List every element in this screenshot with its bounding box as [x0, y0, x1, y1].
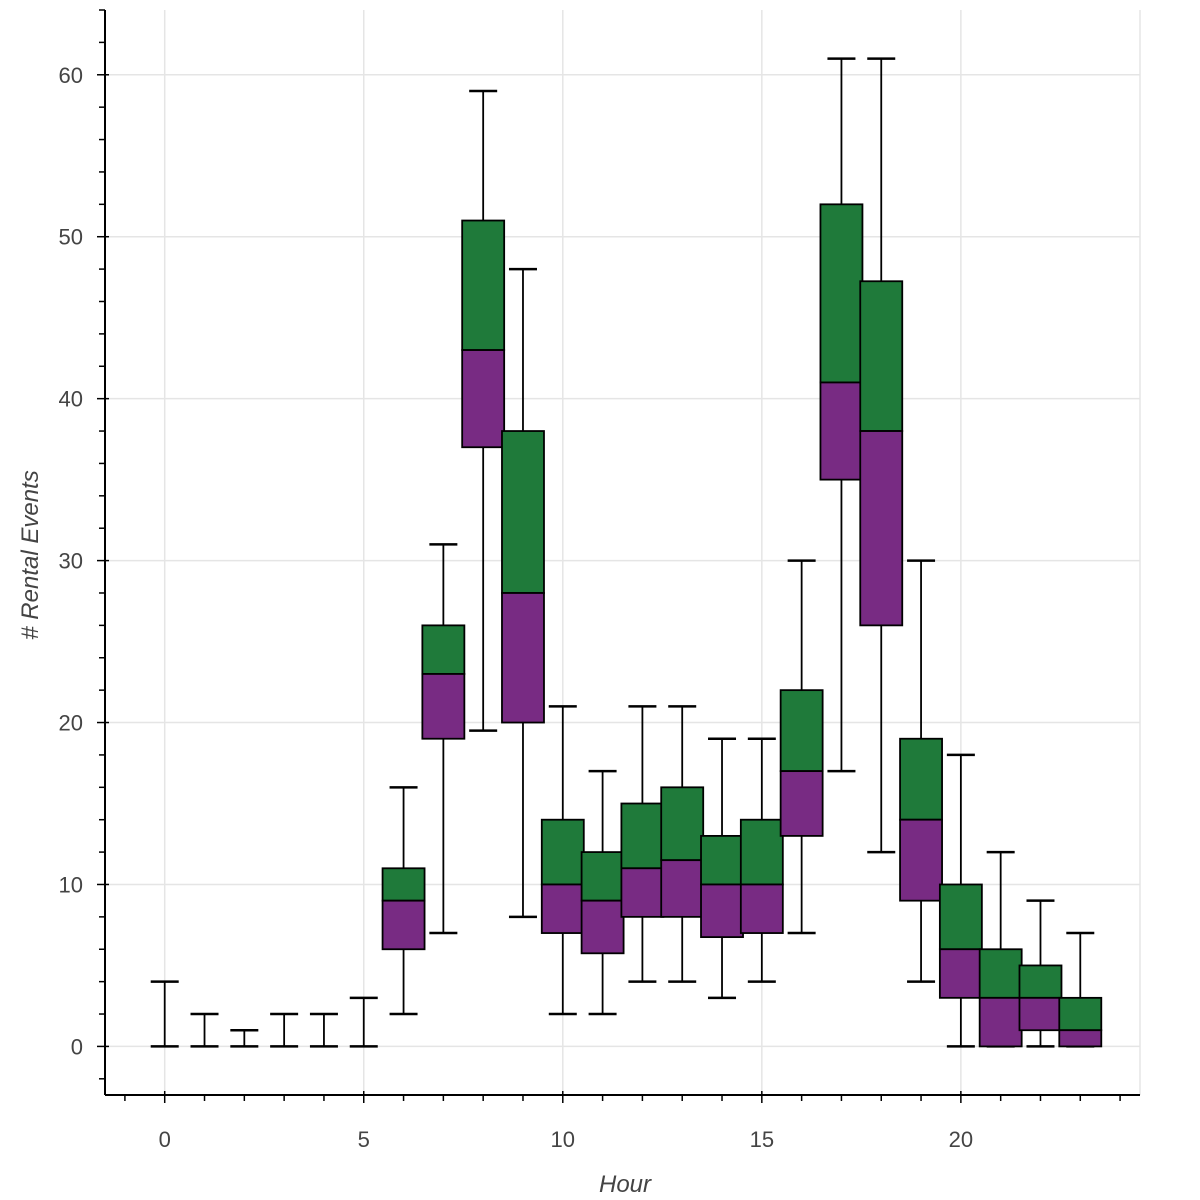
box-hour-8 — [461, 89, 506, 732]
lower-box — [938, 948, 983, 999]
upper-box — [779, 689, 824, 773]
box-hour-13 — [660, 705, 705, 983]
box-hour-3 — [270, 1012, 299, 1048]
box-hour-21 — [978, 850, 1023, 1048]
x-tick-label: 15 — [750, 1127, 774, 1152]
box-hour-14 — [700, 737, 744, 1000]
box-hour-11 — [580, 769, 625, 1016]
box-hour-6 — [381, 786, 426, 1016]
lower-box — [1018, 996, 1063, 1032]
upper-box — [1058, 996, 1103, 1032]
upper-box — [938, 883, 983, 951]
upper-box — [660, 786, 705, 862]
upper-box — [700, 834, 744, 886]
lower-box — [501, 592, 545, 724]
upper-box — [978, 948, 1023, 999]
upper-box — [620, 802, 665, 870]
box-hour-10 — [540, 705, 585, 1016]
lower-box — [779, 770, 824, 837]
x-tick-label: 5 — [358, 1127, 370, 1152]
upper-box — [421, 624, 466, 675]
y-tick-label: 50 — [59, 225, 83, 250]
lower-box — [978, 996, 1023, 1048]
lower-box — [461, 349, 506, 449]
box-hour-23 — [1058, 931, 1103, 1048]
lower-box — [739, 883, 784, 934]
lower-box — [540, 883, 585, 934]
x-axis-title: Hour — [599, 1171, 652, 1198]
axes — [97, 9, 1140, 1103]
lower-box — [421, 673, 466, 740]
box-hour-18 — [859, 57, 904, 854]
box-hour-5 — [349, 996, 378, 1048]
upper-box — [540, 818, 585, 886]
upper-box — [739, 818, 784, 886]
lower-box — [620, 867, 665, 918]
lower-box — [660, 859, 705, 918]
lower-box — [859, 430, 904, 627]
box-series — [150, 57, 1103, 1048]
grid-lines — [105, 10, 1141, 1095]
x-tick-label: 20 — [949, 1127, 973, 1152]
box-hour-15 — [739, 737, 784, 983]
box-hour-20 — [938, 753, 983, 1048]
y-tick-label: 10 — [59, 872, 83, 897]
upper-box — [501, 430, 545, 594]
upper-box — [461, 219, 506, 351]
box-hour-9 — [501, 267, 545, 919]
upper-box — [819, 203, 864, 384]
box-hour-19 — [899, 559, 943, 983]
lower-box — [899, 818, 943, 902]
upper-box — [1018, 964, 1063, 999]
box-hour-17 — [819, 57, 864, 773]
box-hour-16 — [779, 559, 824, 935]
box-hour-1 — [190, 1012, 219, 1048]
y-tick-label: 30 — [59, 549, 83, 574]
box-hour-12 — [620, 705, 665, 983]
lower-box — [700, 883, 744, 939]
upper-box — [859, 280, 904, 432]
y-tick-label: 0 — [71, 1034, 83, 1059]
box-hour-0 — [150, 980, 179, 1048]
lower-box — [1058, 1029, 1103, 1048]
lower-box — [381, 899, 426, 951]
box-hour-22 — [1018, 899, 1063, 1048]
y-axis-title: # Rental Events — [17, 470, 44, 639]
y-tick-label: 40 — [59, 387, 83, 412]
box-hour-7 — [421, 543, 466, 935]
upper-box — [381, 867, 426, 902]
box-hour-2 — [230, 1028, 259, 1048]
x-tick-label: 10 — [551, 1127, 575, 1152]
y-tick-label: 60 — [59, 63, 83, 88]
box-hour-4 — [309, 1012, 338, 1048]
x-tick-label: 0 — [159, 1127, 171, 1152]
tick-labels: 0 10 20 30 40 50 60 0 5 10 15 20 — [59, 63, 974, 1152]
y-tick-label: 20 — [59, 711, 83, 736]
lower-box — [819, 381, 864, 481]
upper-box — [899, 737, 943, 821]
upper-box — [580, 851, 625, 902]
lower-box — [580, 899, 625, 955]
